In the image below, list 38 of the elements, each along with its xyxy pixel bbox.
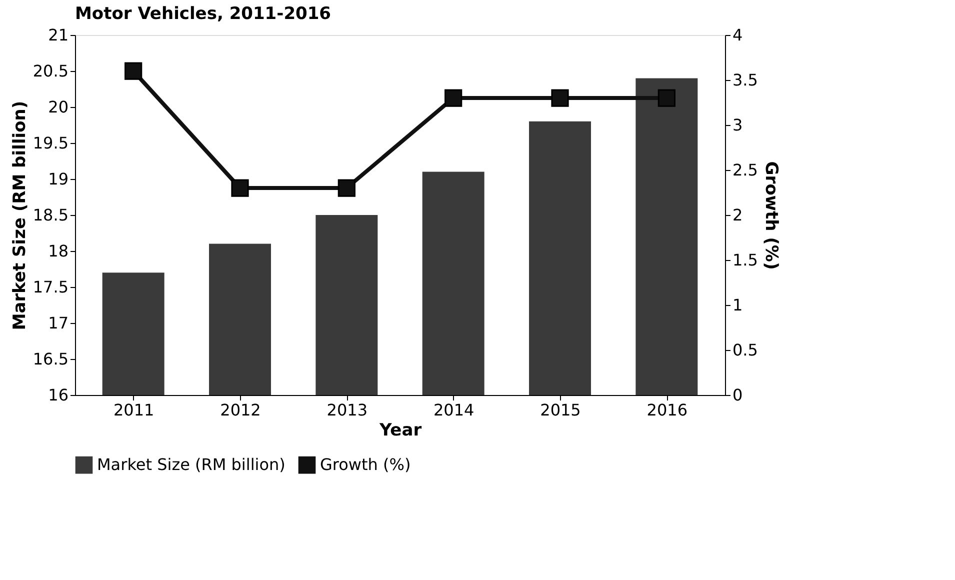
y-tick-label: 20 (48, 98, 68, 116)
x-tick-label: 2011 (113, 400, 154, 420)
y-tick-label: 18.5 (32, 206, 68, 224)
y2-tick-label: 0 (732, 386, 743, 404)
x-tick-label: 2014 (433, 400, 474, 420)
point (124, 62, 142, 80)
y-tick-label: 18 (48, 242, 68, 260)
chart-title: Motor Vehicles, 2011-2016 (75, 4, 332, 24)
y-tick-label: 19.5 (32, 134, 68, 152)
y2-tick-label: 1 (732, 296, 743, 314)
y2-tick-label: 0.5 (732, 340, 758, 360)
x-axis-title: Year (378, 420, 422, 440)
point (231, 179, 249, 197)
y-tick-label: 16.5 (32, 350, 68, 368)
x-tick-label: 2015 (540, 400, 581, 420)
point (551, 89, 569, 107)
y-tick-label: 17.5 (32, 278, 68, 296)
y-tick-label: 19 (48, 170, 68, 188)
y-axis-title: Market Size (RM billion) (10, 100, 30, 330)
y2-tick-label: 2 (732, 206, 743, 224)
y2-tick-label: 3 (732, 116, 743, 134)
y2-axis-title: Growth (%) (760, 161, 781, 270)
y-tick-label: 16 (48, 386, 68, 404)
y2-tick-label: 2.5 (732, 160, 758, 180)
x-tick-label: 2012 (220, 400, 261, 420)
point (338, 179, 356, 197)
y-tick-label: 21 (48, 26, 68, 44)
legend-label: Market Size (RM billion) (97, 455, 286, 474)
point (658, 89, 676, 107)
legend-label: Growth (%) (320, 455, 411, 474)
x-tick-label: 2013 (326, 400, 368, 420)
y-tick-label: 20.5 (32, 62, 68, 80)
y-tick-label: 17 (48, 314, 68, 332)
y2-tick-label: 1.5 (732, 250, 758, 270)
y2-tick-label: 4 (732, 26, 743, 44)
x-tick-label: 2016 (646, 400, 688, 420)
y2-tick-label: 3.5 (732, 70, 758, 90)
point (444, 89, 462, 107)
